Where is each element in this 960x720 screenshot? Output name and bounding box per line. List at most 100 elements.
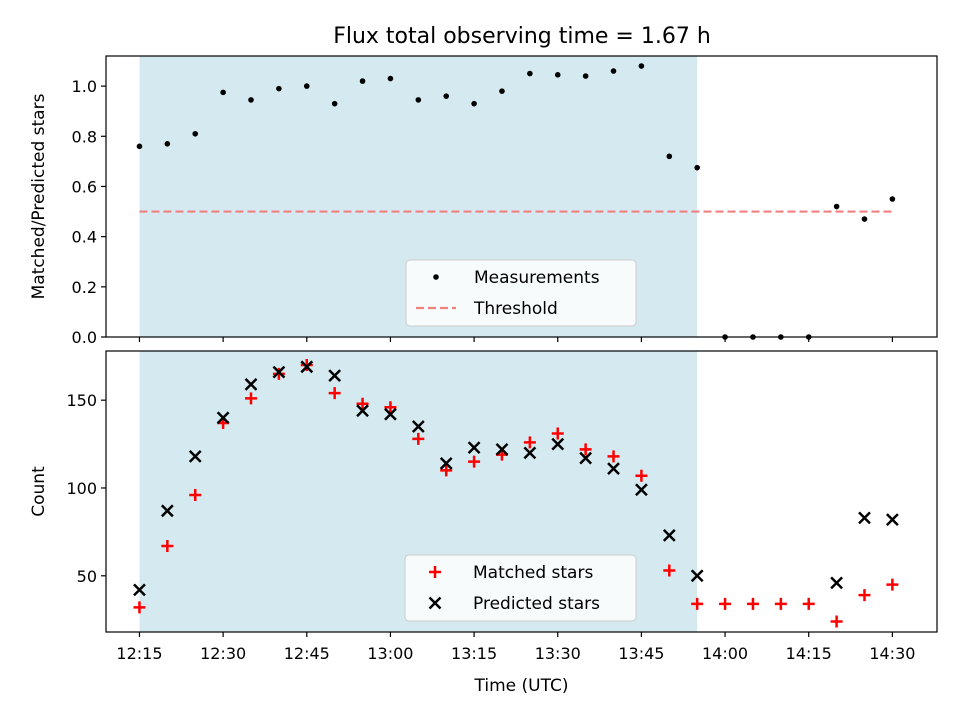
legend-label: Threshold [473, 299, 558, 319]
predicted-stars-point [160, 504, 174, 518]
measurements-point [833, 203, 840, 210]
y-tick-label: 50 [77, 567, 97, 586]
measurements-point [889, 196, 896, 202]
measurements-point [276, 85, 282, 92]
legend-label: Matched stars [473, 563, 593, 583]
predicted-stars-point [690, 569, 704, 583]
y-tick-label: 150 [66, 391, 97, 410]
predicted-stars-point [523, 446, 537, 460]
top-panel: 0.0 0.2 0.4 0.6 0.8 1.0 Matched/Predicted star… [29, 55, 938, 347]
measurements-point [610, 68, 617, 74]
x-tick-label: 13:00 [367, 644, 413, 663]
predicted-stars-point [411, 420, 425, 433]
y-tick-label: 0.6 [72, 177, 97, 196]
matched-stars-point [356, 397, 369, 410]
x-tick-label: 13:15 [451, 644, 497, 663]
matched-stars-point [412, 432, 425, 445]
legend-label: Measurements [474, 268, 600, 288]
predicted-stars-point [662, 529, 676, 542]
y-axis-label: Matched/Predicted stars [29, 93, 49, 299]
y-tick-label: 0.2 [72, 278, 97, 297]
y-tick-label: 0.4 [72, 228, 97, 247]
measurements-point [861, 216, 868, 222]
measurements-point [471, 100, 477, 107]
matched-stars-point [328, 387, 341, 400]
y-tick-label: 1.0 [72, 77, 97, 96]
legend: Measurements Threshold [405, 259, 637, 327]
matched-stars-point [245, 392, 258, 405]
predicted-stars-point [133, 583, 146, 597]
predicted-stars-point [356, 404, 369, 418]
matched-stars-point [133, 601, 146, 614]
legend-box [404, 554, 637, 622]
measurements-point [554, 72, 561, 78]
measurements-point [694, 164, 700, 171]
predicted-stars-point [328, 369, 342, 382]
predicted-stars-point [607, 462, 620, 476]
matched-stars-point [746, 597, 759, 610]
x-tick-label: 13:45 [618, 644, 664, 663]
legend-predicted-stars-swatch [428, 596, 442, 610]
matched-stars-point [579, 443, 592, 456]
legend-matched-stars-swatch [429, 566, 441, 578]
predicted-stars-point [635, 483, 648, 497]
predicted-stars-point [467, 441, 481, 454]
measurements-point [192, 130, 199, 137]
matched-stars-point [802, 597, 815, 610]
matched-stars-point [830, 615, 843, 628]
matched-stars-point [719, 597, 732, 610]
x-tick-label: 12:15 [116, 644, 162, 663]
measurements-point [499, 88, 505, 94]
measurements-point [136, 143, 143, 150]
matched-stars-point [189, 489, 202, 502]
predicted-stars-point [216, 411, 230, 425]
x-tick-label: 13:30 [535, 644, 581, 663]
measurements-point [359, 78, 366, 84]
axes-frame [105, 350, 938, 633]
predicted-stars-point [495, 442, 509, 456]
y-tick-label: 0.8 [72, 127, 97, 146]
measurements-point [527, 70, 533, 77]
legend: Matched stars Predicted stars [404, 554, 637, 622]
predicted-stars-point [244, 377, 258, 391]
matched-stars-point [886, 578, 899, 591]
y-axis-label: Count [29, 466, 49, 517]
legend-measurements-swatch [433, 274, 439, 280]
measurements-point [387, 75, 394, 82]
matched-stars-point [858, 589, 871, 602]
predicted-stars-point [384, 407, 397, 421]
legend-box [405, 259, 637, 327]
measurements-point [582, 73, 589, 79]
predicted-stars-point [439, 457, 453, 470]
measurements-point [638, 63, 645, 69]
predicted-stars-point [188, 449, 202, 463]
measurements-point [220, 89, 226, 96]
legend-label: Predicted stars [473, 594, 600, 614]
measurements-point [164, 141, 171, 147]
measurements-point [443, 93, 450, 99]
matched-stars-point [440, 464, 453, 477]
x-tick-label: 14:15 [786, 644, 832, 663]
predicted-stars-point [300, 360, 314, 374]
matched-stars-point [663, 564, 676, 577]
x-tick-label: 14:00 [702, 644, 748, 663]
matched-stars-point [161, 539, 174, 552]
bottom-panel: 50 100 150 12:15 12:30 12:45 13:00 13:15 13:30 13… [29, 350, 938, 696]
predicted-stars-point [272, 365, 286, 379]
measurements-point [666, 153, 673, 160]
matched-stars-point [384, 401, 397, 414]
matched-stars-point [523, 436, 536, 449]
y-tick-label: 100 [66, 479, 97, 498]
x-tick-label: 12:30 [200, 644, 246, 663]
y-tick-label: 0.0 [72, 328, 97, 347]
predicted-stars-point [579, 451, 593, 465]
measurements-point [248, 97, 254, 103]
matched-stars-point [551, 427, 564, 440]
measurements-point [331, 100, 338, 107]
matched-stars-point [774, 597, 787, 610]
measurements-point [415, 97, 422, 103]
matched-stars-point [635, 469, 648, 482]
figure-title: Flux total observing time = 1.67 h [333, 24, 711, 49]
predicted-stars-point [885, 513, 899, 526]
